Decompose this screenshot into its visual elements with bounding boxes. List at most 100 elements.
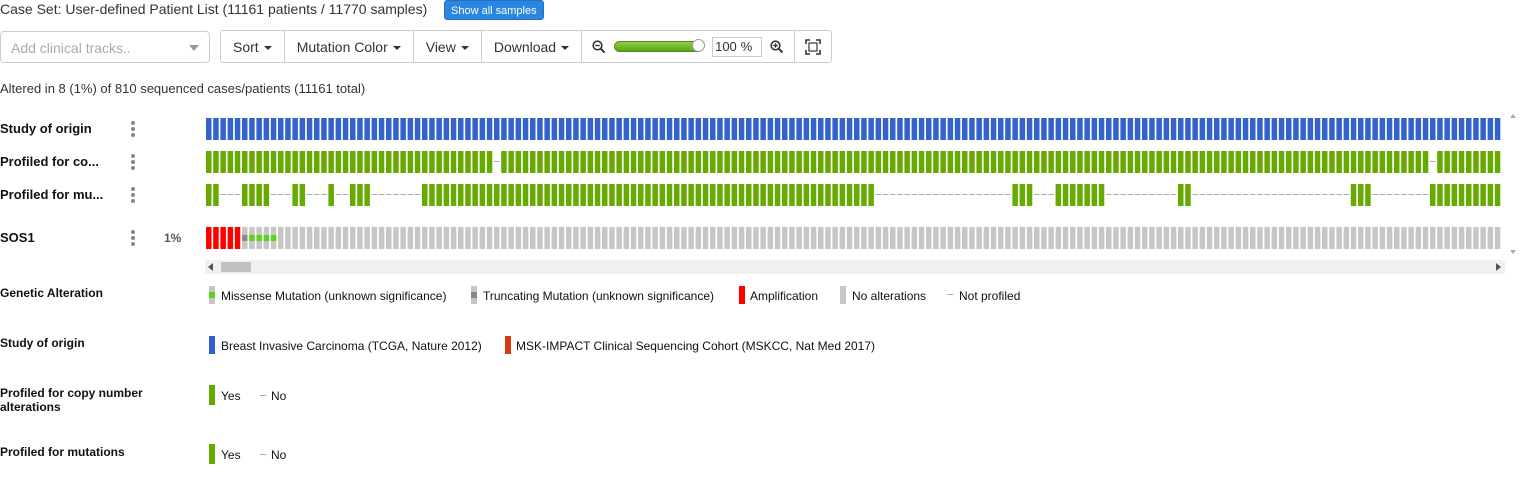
study-cell[interactable] [803, 118, 810, 140]
mut-not-profiled-cell[interactable] [1214, 194, 1220, 195]
track-menu-icon[interactable] [131, 121, 137, 139]
study-cell[interactable] [249, 118, 255, 140]
mut-not-profiled-cell[interactable] [1156, 194, 1162, 195]
study-cell[interactable] [544, 118, 550, 140]
cna-profiled-cell[interactable] [1055, 151, 1062, 173]
study-cell[interactable] [522, 118, 529, 140]
study-cell[interactable] [508, 118, 514, 140]
mut-profiled-cell[interactable] [256, 184, 262, 206]
gene-no-alteration-cell[interactable] [1170, 227, 1177, 249]
cna-profiled-cell[interactable] [1278, 151, 1285, 173]
gene-no-alteration-cell[interactable] [1113, 227, 1119, 249]
cna-profiled-cell[interactable] [1358, 151, 1364, 173]
mut-profiled-cell[interactable] [666, 184, 673, 206]
mut-not-profiled-cell[interactable] [990, 194, 997, 195]
study-cell[interactable] [724, 118, 730, 140]
gene-no-alteration-cell[interactable] [1466, 227, 1472, 249]
cna-profiled-cell[interactable] [1379, 151, 1386, 173]
study-cell[interactable] [234, 118, 241, 140]
gene-no-alteration-cell[interactable] [544, 227, 550, 249]
cna-profiled-cell[interactable] [1012, 151, 1018, 173]
mut-profiled-cell[interactable] [630, 184, 637, 206]
cna-profiled-cell[interactable] [825, 151, 831, 173]
mut-profiled-cell[interactable] [1012, 184, 1018, 206]
mut-not-profiled-cell[interactable] [1329, 194, 1335, 195]
mut-profiled-cell[interactable] [458, 184, 464, 206]
study-cell[interactable] [321, 118, 327, 140]
cna-profiled-cell[interactable] [1350, 151, 1357, 173]
mut-profiled-cell[interactable] [1466, 184, 1472, 206]
gene-no-alteration-cell[interactable] [998, 227, 1004, 249]
gene-no-alteration-cell[interactable] [414, 227, 421, 249]
mut-not-profiled-cell[interactable] [1394, 194, 1400, 195]
mut-not-profiled-cell[interactable] [1041, 194, 1047, 195]
cna-profiled-cell[interactable] [544, 151, 550, 173]
mut-not-profiled-cell[interactable] [954, 194, 961, 195]
gene-no-alteration-cell[interactable] [1336, 227, 1342, 249]
study-cell[interactable] [1466, 118, 1472, 140]
cna-profiled-cell[interactable] [839, 151, 846, 173]
gene-no-alteration-cell[interactable] [1242, 227, 1249, 249]
cna-profiled-cell[interactable] [573, 151, 579, 173]
mut-profiled-cell[interactable] [544, 184, 550, 206]
cna-profiled-cell[interactable] [789, 151, 795, 173]
mut-not-profiled-cell[interactable] [342, 194, 349, 195]
study-cell[interactable] [731, 118, 738, 140]
cna-profiled-cell[interactable] [753, 151, 759, 173]
mut-profiled-cell[interactable] [350, 184, 356, 206]
cna-profiled-cell[interactable] [364, 151, 370, 173]
gene-no-alteration-cell[interactable] [1019, 227, 1026, 249]
gene-no-alteration-cell[interactable] [854, 227, 860, 249]
study-cell[interactable] [443, 118, 450, 140]
study-cell[interactable] [1401, 118, 1407, 140]
gene-no-alteration-cell[interactable] [378, 227, 385, 249]
cna-profiled-cell[interactable] [234, 151, 241, 173]
study-cell[interactable] [292, 118, 298, 140]
mut-not-profiled-cell[interactable] [998, 194, 1004, 195]
gene-no-alteration-cell[interactable] [1444, 227, 1450, 249]
gene-no-alteration-cell[interactable] [299, 227, 306, 249]
gene-no-alteration-cell[interactable] [825, 227, 831, 249]
study-cell[interactable] [666, 118, 673, 140]
cna-profiled-cell[interactable] [1415, 151, 1422, 173]
mut-not-profiled-cell[interactable] [378, 194, 385, 195]
mut-profiled-cell[interactable] [522, 184, 529, 206]
study-cell[interactable] [1307, 118, 1314, 140]
cna-profiled-cell[interactable] [616, 151, 622, 173]
mut-not-profiled-cell[interactable] [414, 194, 421, 195]
mut-not-profiled-cell[interactable] [1286, 194, 1292, 195]
mut-profiled-cell[interactable] [429, 184, 435, 206]
track-menu-icon[interactable] [131, 230, 137, 248]
gene-no-alteration-cell[interactable] [1185, 227, 1191, 249]
gene-no-alteration-cell[interactable] [1070, 227, 1076, 249]
mut-not-profiled-cell[interactable] [1307, 194, 1314, 195]
cna-profiled-cell[interactable] [832, 151, 838, 173]
cna-profiled-cell[interactable] [515, 151, 522, 173]
cna-profiled-cell[interactable] [1286, 151, 1292, 173]
cna-profiled-cell[interactable] [782, 151, 788, 173]
study-cell[interactable] [717, 118, 723, 140]
study-cell[interactable] [1386, 118, 1393, 140]
cna-profiled-cell[interactable] [1206, 151, 1213, 173]
study-cell[interactable] [501, 118, 507, 140]
track-menu-icon[interactable] [131, 154, 137, 172]
study-cell[interactable] [1062, 118, 1069, 140]
mut-not-profiled-cell[interactable] [335, 194, 342, 195]
study-cell[interactable] [911, 118, 918, 140]
study-cell[interactable] [1084, 118, 1090, 140]
gene-no-alteration-cell[interactable] [623, 227, 630, 249]
study-cell[interactable] [328, 118, 334, 140]
study-cell[interactable] [1077, 118, 1083, 140]
gene-no-alteration-cell[interactable] [1458, 227, 1465, 249]
mut-not-profiled-cell[interactable] [904, 194, 910, 195]
study-cell[interactable] [609, 118, 615, 140]
cna-profiled-cell[interactable] [566, 151, 572, 173]
mut-not-profiled-cell[interactable] [220, 194, 226, 195]
study-cell[interactable] [861, 118, 867, 140]
cna-profiled-cell[interactable] [270, 151, 277, 173]
cna-profiled-cell[interactable] [1048, 151, 1054, 173]
study-cell[interactable] [1206, 118, 1213, 140]
mut-profiled-cell[interactable] [1084, 184, 1090, 206]
gene-no-alteration-cell[interactable] [1091, 227, 1098, 249]
cna-profiled-cell[interactable] [292, 151, 298, 173]
